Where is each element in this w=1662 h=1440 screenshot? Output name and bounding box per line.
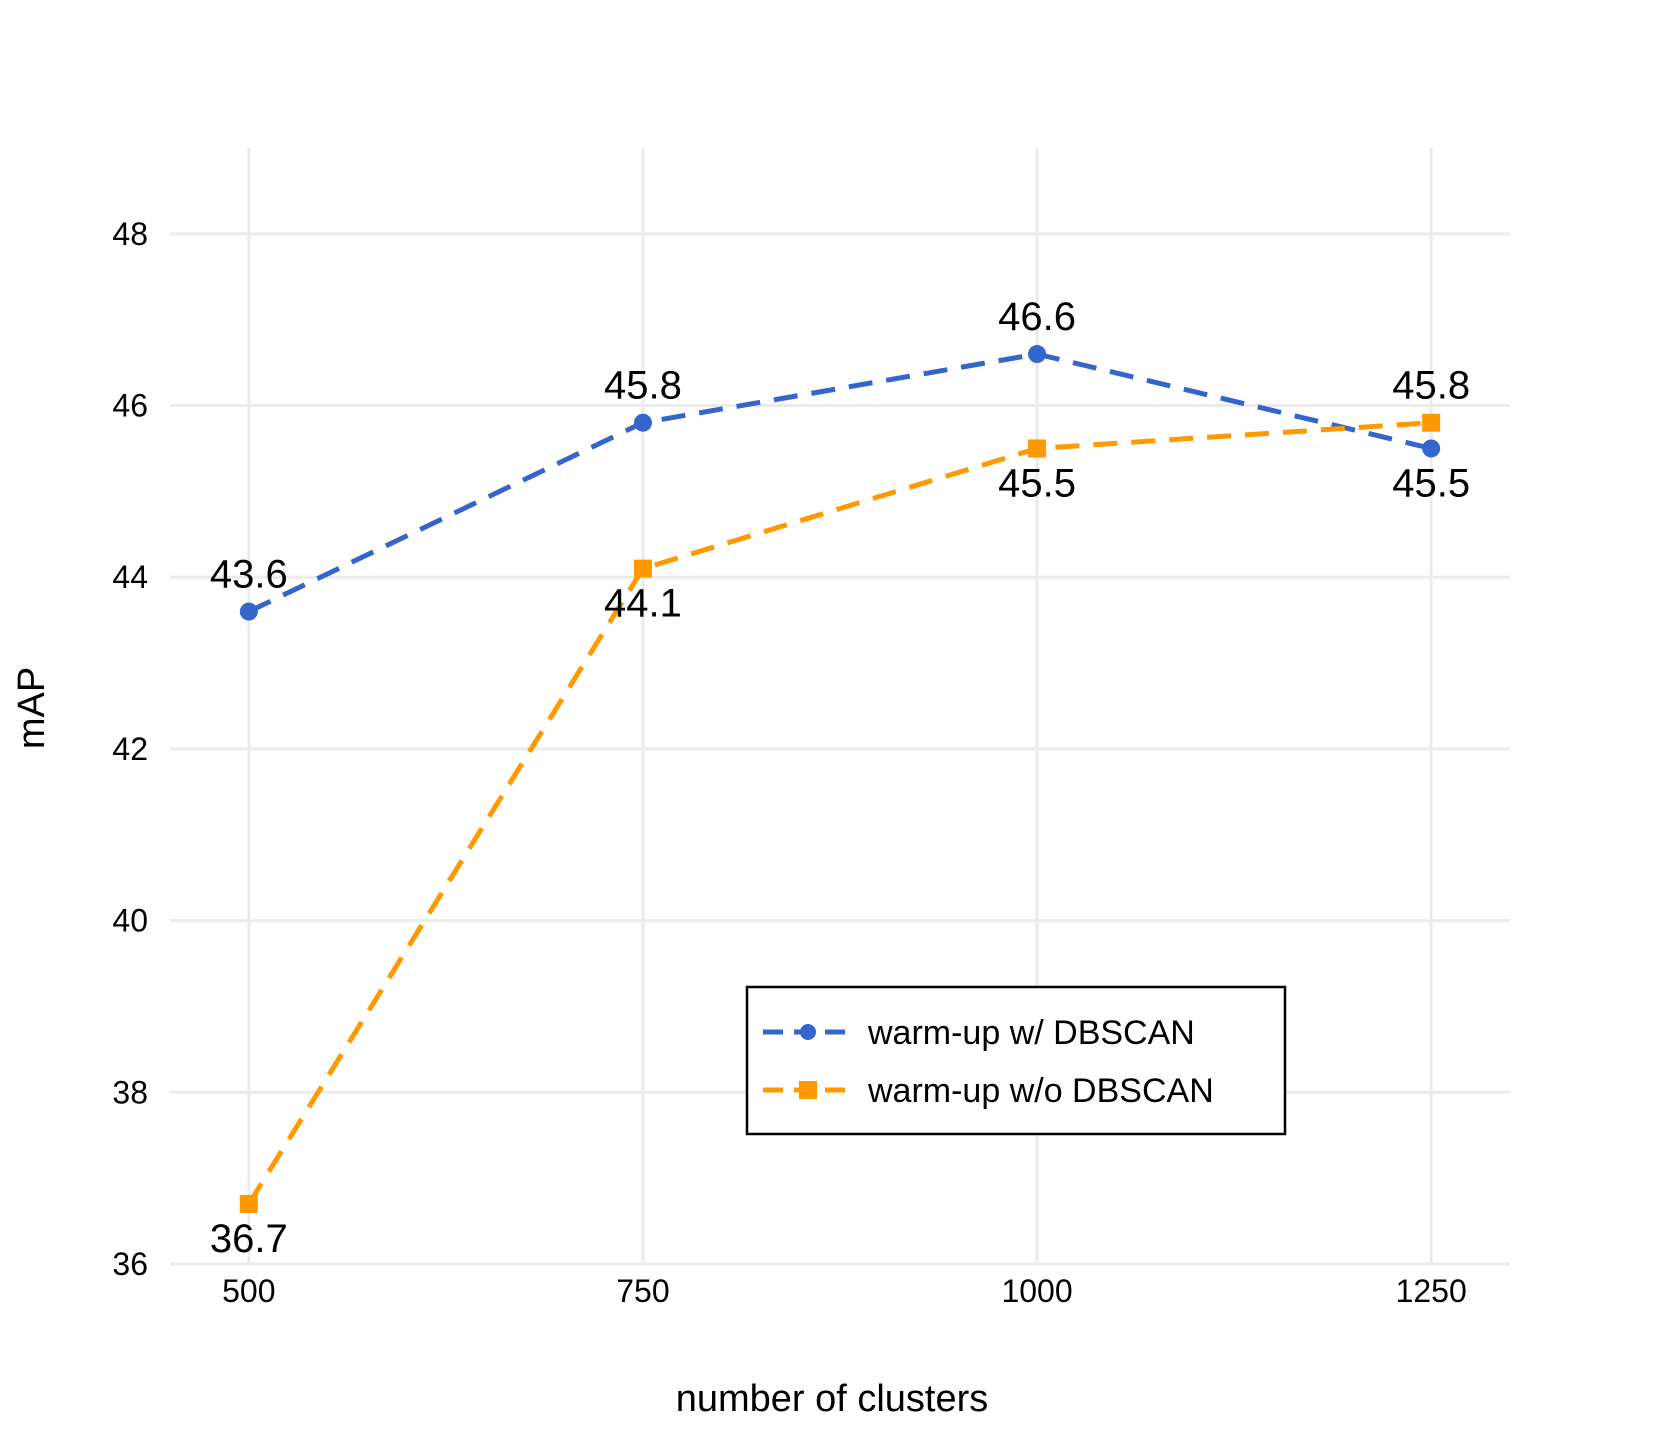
- data-label: 45.8: [1392, 364, 1470, 408]
- data-point-circle: [1422, 439, 1441, 458]
- x-tick-label: 750: [616, 1273, 669, 1309]
- data-label: 45.5: [998, 461, 1076, 505]
- data-label: 44.1: [604, 582, 682, 626]
- data-label: 45.8: [604, 364, 682, 408]
- legend-marker-circle-icon: [800, 1024, 816, 1040]
- series-line-0: [247, 351, 1432, 614]
- y-tick-label: 42: [112, 731, 148, 767]
- data-label: 46.6: [998, 295, 1076, 339]
- legend-box: [745, 985, 1287, 1136]
- y-tick-label: 38: [112, 1074, 148, 1110]
- legend-marker-square-icon: [799, 1081, 817, 1099]
- data-label: 45.5: [1392, 461, 1470, 505]
- data-labels-layer: 43.6 45.8 46.6 45.5 36.7 44.1 45.5 45.8: [210, 295, 1470, 1261]
- y-tick-label: 46: [112, 388, 148, 424]
- x-tick-label: 1000: [1001, 1273, 1072, 1309]
- x-tick-label: 1250: [1396, 1273, 1467, 1309]
- y-tick-label: 40: [112, 903, 148, 939]
- data-label: 36.7: [210, 1217, 288, 1261]
- legend: warm-up w/ DBSCAN warm-up w/o DBSCAN: [745, 985, 1287, 1136]
- series-layer: [239, 345, 1441, 1213]
- data-point-square: [633, 559, 652, 578]
- y-tick-label: 36: [112, 1246, 148, 1282]
- legend-label-warm-up-with-dbscan: warm-up w/ DBSCAN: [867, 1014, 1195, 1052]
- legend-label-warm-up-without-dbscan: warm-up w/o DBSCAN: [867, 1072, 1214, 1110]
- data-point-square: [1028, 439, 1047, 458]
- data-point-circle: [633, 413, 652, 432]
- ticks-layer: 36 38 40 42 44 46 48 500 750 1000 1250: [112, 216, 1466, 1309]
- y-tick-label: 48: [112, 216, 148, 252]
- y-axis-title: mAP: [11, 667, 53, 749]
- data-label: 43.6: [210, 553, 288, 597]
- y-tick-label: 44: [112, 559, 148, 595]
- x-axis-title: number of clusters: [676, 1378, 989, 1420]
- data-point-square: [239, 1194, 258, 1213]
- x-tick-label: 500: [222, 1273, 275, 1309]
- data-point-circle: [239, 602, 258, 621]
- series-line-1: [246, 420, 1432, 1206]
- data-point-square: [1422, 413, 1441, 432]
- data-point-circle: [1028, 345, 1047, 364]
